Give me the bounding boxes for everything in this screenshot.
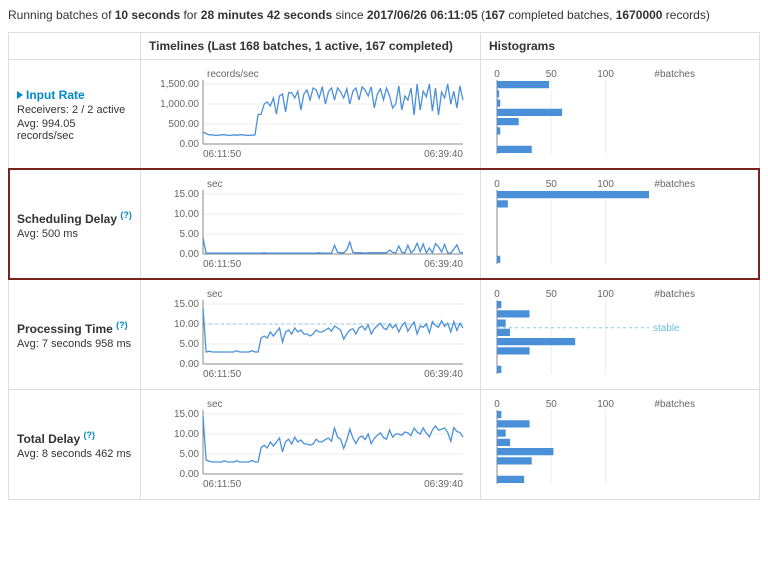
svg-text:50: 50 bbox=[546, 179, 558, 190]
svg-text:sec: sec bbox=[207, 289, 223, 300]
metric-sub2: Avg: 500 ms bbox=[17, 228, 132, 240]
svg-text:records/sec: records/sec bbox=[207, 69, 259, 80]
table-header-row: Timelines (Last 168 batches, 1 active, 1… bbox=[9, 33, 759, 59]
svg-text:sec: sec bbox=[207, 179, 223, 190]
svg-text:0: 0 bbox=[494, 289, 500, 300]
status-header: Running batches of 10 seconds for 28 min… bbox=[8, 8, 760, 22]
svg-text:06:11:50: 06:11:50 bbox=[203, 479, 242, 490]
svg-text:06:39:40: 06:39:40 bbox=[424, 259, 463, 270]
svg-text:06:39:40: 06:39:40 bbox=[424, 149, 463, 160]
svg-text:50: 50 bbox=[546, 69, 558, 80]
svg-text:0: 0 bbox=[494, 179, 500, 190]
svg-text:06:11:50: 06:11:50 bbox=[203, 259, 242, 270]
svg-text:5.00: 5.00 bbox=[180, 229, 200, 240]
svg-text:06:11:50: 06:11:50 bbox=[203, 149, 242, 160]
svg-text:50: 50 bbox=[546, 399, 558, 410]
metric-row-processing-time: Processing Time (?) Avg: 7 seconds 958 ms… bbox=[9, 279, 759, 389]
metric-label-cell: Scheduling Delay (?) Avg: 500 ms bbox=[9, 170, 141, 279]
timeline-cell: sec 0.00 5.00 10.00 15.00 06:11:50 06:39:40 bbox=[141, 280, 481, 389]
timeline-chart: sec 0.00 5.00 10.00 15.00 06:11:50 06:39:40 bbox=[149, 176, 469, 270]
svg-text:0: 0 bbox=[494, 399, 500, 410]
metric-sub1: Receivers: 2 / 2 active bbox=[17, 104, 132, 116]
metric-label-cell: Total Delay (?) Avg: 8 seconds 462 ms bbox=[9, 390, 141, 499]
timeline-cell: sec 0.00 5.00 10.00 15.00 06:11:50 06:39:40 bbox=[141, 390, 481, 499]
metric-label-cell: Input Rate Receivers: 2 / 2 active Avg: 99… bbox=[9, 60, 141, 169]
metric-row-input-rate: Input Rate Receivers: 2 / 2 active Avg: 99… bbox=[9, 59, 759, 169]
svg-text:0.00: 0.00 bbox=[180, 359, 200, 370]
svg-text:06:39:40: 06:39:40 bbox=[424, 479, 463, 490]
timeline-cell: records/sec 0.00 500.00 1,000.00 1,500.00 0… bbox=[141, 60, 481, 169]
svg-text:stable: stable bbox=[653, 323, 680, 334]
svg-text:15.00: 15.00 bbox=[174, 299, 199, 310]
histogram-cell: 0 50 100 #batches bbox=[481, 390, 759, 499]
svg-text:10.00: 10.00 bbox=[174, 319, 199, 330]
svg-text:100: 100 bbox=[597, 399, 614, 410]
header-spacer bbox=[9, 33, 141, 59]
timeline-chart: sec 0.00 5.00 10.00 15.00 06:11:50 06:39:40 bbox=[149, 286, 469, 380]
timeline-cell: sec 0.00 5.00 10.00 15.00 06:11:50 06:39:40 bbox=[141, 170, 481, 279]
histogram-cell: 0 50 100 #batches bbox=[481, 170, 759, 279]
histogram-chart: 0 50 100 #batches stable bbox=[489, 286, 699, 380]
svg-text:10.00: 10.00 bbox=[174, 209, 199, 220]
svg-text:0.00: 0.00 bbox=[180, 469, 200, 480]
metric-row-scheduling-delay: Scheduling Delay (?) Avg: 500 ms sec 0.00… bbox=[9, 169, 759, 279]
svg-text:5.00: 5.00 bbox=[180, 339, 200, 350]
metric-title: Total Delay (?) bbox=[17, 430, 132, 446]
metric-sub2: Avg: 994.05 records/sec bbox=[17, 118, 132, 142]
svg-text:15.00: 15.00 bbox=[174, 409, 199, 420]
timelines-header: Timelines (Last 168 batches, 1 active, 1… bbox=[141, 33, 481, 59]
svg-text:100: 100 bbox=[597, 179, 614, 190]
svg-text:#batches: #batches bbox=[654, 289, 695, 300]
svg-text:1,000.00: 1,000.00 bbox=[160, 99, 199, 110]
histogram-chart: 0 50 100 #batches bbox=[489, 396, 699, 490]
svg-text:sec: sec bbox=[207, 399, 223, 410]
svg-text:1,500.00: 1,500.00 bbox=[160, 79, 199, 90]
svg-text:100: 100 bbox=[597, 69, 614, 80]
svg-text:100: 100 bbox=[597, 289, 614, 300]
histogram-cell: 0 50 100 #batches stable bbox=[481, 280, 759, 389]
svg-text:#batches: #batches bbox=[654, 179, 695, 190]
help-icon[interactable]: (?) bbox=[120, 210, 132, 220]
metric-sub2: Avg: 8 seconds 462 ms bbox=[17, 448, 132, 460]
timeline-chart: records/sec 0.00 500.00 1,000.00 1,500.00 0… bbox=[149, 66, 469, 160]
histogram-chart: 0 50 100 #batches bbox=[489, 176, 699, 270]
histogram-cell: 0 50 100 #batches bbox=[481, 60, 759, 169]
timeline-chart: sec 0.00 5.00 10.00 15.00 06:11:50 06:39:40 bbox=[149, 396, 469, 490]
svg-text:15.00: 15.00 bbox=[174, 189, 199, 200]
histograms-header: Histograms bbox=[481, 33, 759, 59]
metric-label-cell: Processing Time (?) Avg: 7 seconds 958 ms bbox=[9, 280, 141, 389]
metric-title: Processing Time (?) bbox=[17, 320, 132, 336]
svg-text:0.00: 0.00 bbox=[180, 249, 200, 260]
svg-text:06:39:40: 06:39:40 bbox=[424, 369, 463, 380]
metric-title: Scheduling Delay (?) bbox=[17, 210, 132, 226]
metrics-table: Timelines (Last 168 batches, 1 active, 1… bbox=[8, 32, 760, 500]
help-icon[interactable]: (?) bbox=[116, 320, 128, 330]
svg-text:0.00: 0.00 bbox=[180, 139, 200, 150]
svg-text:5.00: 5.00 bbox=[180, 449, 200, 460]
svg-text:#batches: #batches bbox=[654, 69, 695, 80]
svg-text:06:11:50: 06:11:50 bbox=[203, 369, 242, 380]
svg-text:50: 50 bbox=[546, 289, 558, 300]
expand-icon[interactable] bbox=[17, 91, 23, 99]
svg-text:500.00: 500.00 bbox=[168, 119, 199, 130]
help-icon[interactable]: (?) bbox=[83, 430, 95, 440]
metric-title-link[interactable]: Input Rate bbox=[17, 88, 132, 102]
metric-row-total-delay: Total Delay (?) Avg: 8 seconds 462 ms sec… bbox=[9, 389, 759, 499]
svg-text:0: 0 bbox=[494, 69, 500, 80]
histogram-chart: 0 50 100 #batches bbox=[489, 66, 699, 160]
svg-text:10.00: 10.00 bbox=[174, 429, 199, 440]
svg-text:#batches: #batches bbox=[654, 399, 695, 410]
metric-sub2: Avg: 7 seconds 958 ms bbox=[17, 338, 132, 350]
